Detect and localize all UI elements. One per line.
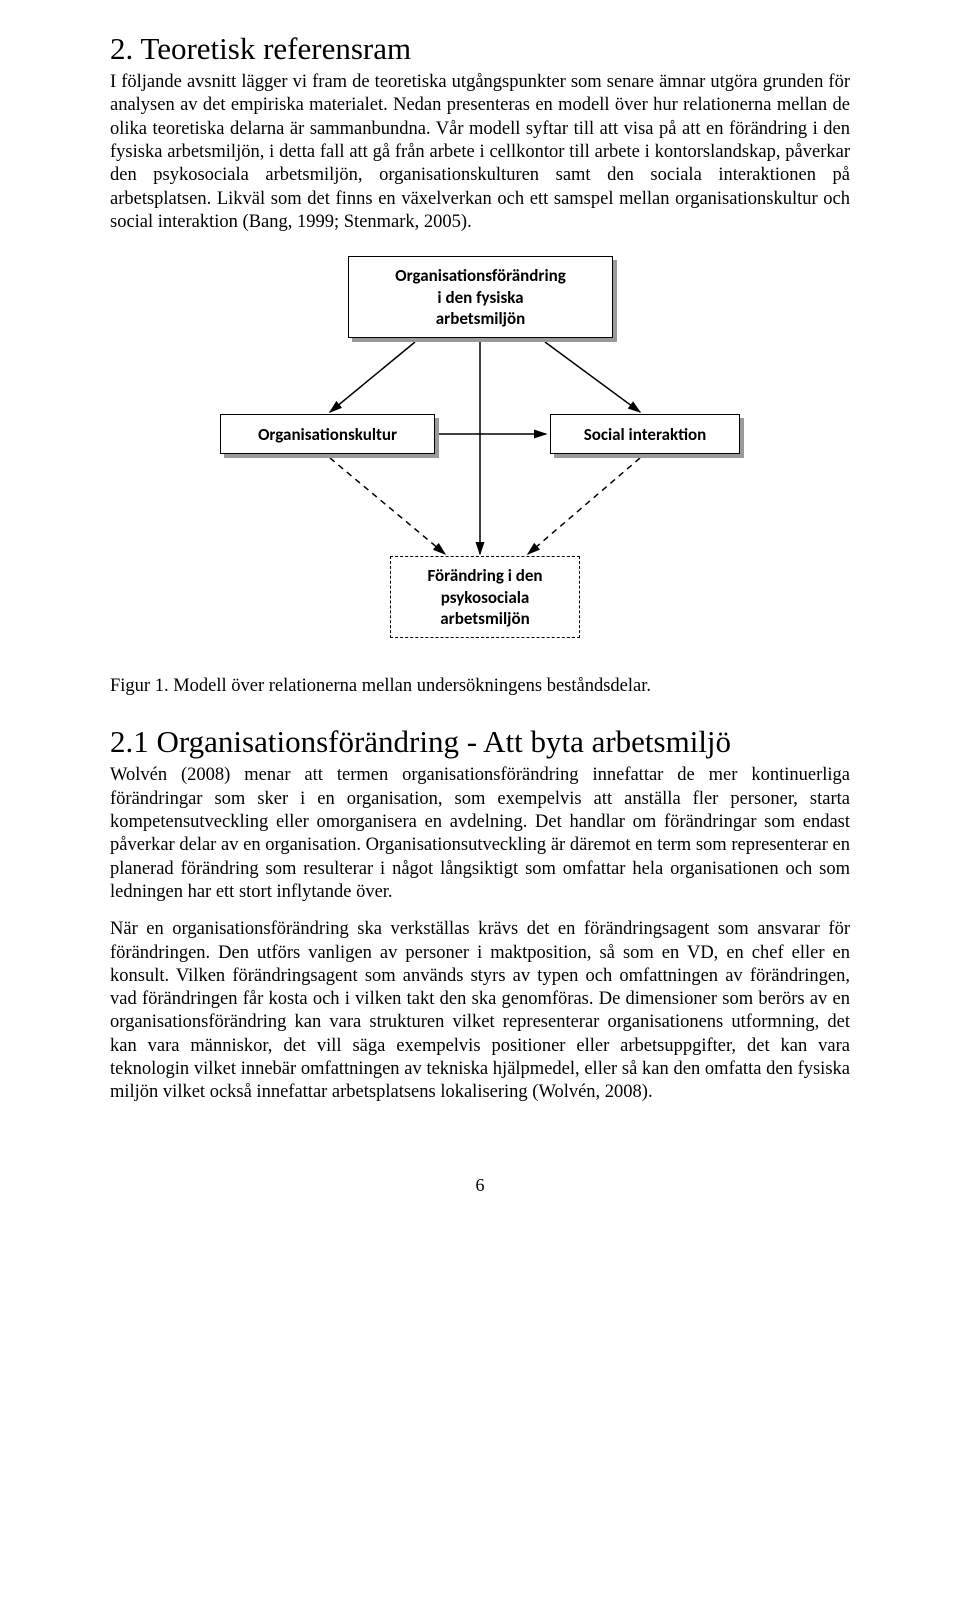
figure-1: Organisationsförändring i den fysiska ar… [220,256,740,666]
node-right-line1: Social interaktion [584,424,707,445]
section-2-1-heading: 2.1 Organisationsförändring - Att byta a… [110,723,850,760]
edge-left-bottom [330,458,445,554]
node-organisationskultur: Organisationskultur [220,414,435,454]
node-top-line1: Organisationsförändring [395,265,566,286]
node-organisationsforandring: Organisationsförändring i den fysiska ar… [348,256,613,338]
page-number: 6 [110,1175,850,1196]
node-top-line3: arbetsmiljön [436,308,525,329]
node-top-line2: i den fysiska [437,287,523,308]
node-bottom-line3: arbetsmiljön [440,608,529,629]
section-2-heading: 2. Teoretisk referensram [110,30,850,67]
node-bottom-line2: psykosociala [441,587,530,608]
flowchart-diagram: Organisationsförändring i den fysiska ar… [220,256,740,666]
edge-top-right [545,342,640,412]
figure-1-caption: Figur 1. Modell över relationerna mellan… [110,676,850,697]
document-page: 2. Teoretisk referensram I följande avsn… [0,0,960,1236]
node-left-line1: Organisationskultur [258,424,397,445]
section-2-paragraph: I följande avsnitt lägger vi fram de teo… [110,71,850,234]
edge-right-bottom [528,458,640,554]
edge-top-left [330,342,415,412]
node-social-interaktion: Social interaktion [550,414,740,454]
section-2-1-paragraph-2: När en organisationsförändring ska verks… [110,918,850,1104]
section-2-1-paragraph-1: Wolvén (2008) menar att termen organisat… [110,764,850,904]
node-forandring-psykosocial: Förändring i den psykosociala arbetsmilj… [390,556,580,638]
node-bottom-line1: Förändring i den [427,565,542,586]
